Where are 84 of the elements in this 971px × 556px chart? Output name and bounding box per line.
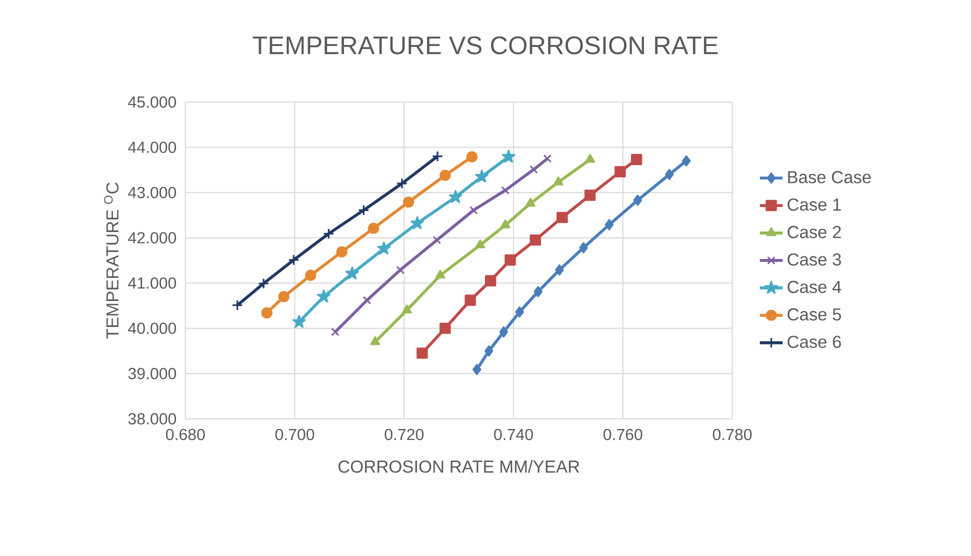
- point: [515, 306, 524, 318]
- point: [543, 154, 552, 163]
- point: [504, 254, 516, 266]
- point: [585, 154, 596, 163]
- point: [464, 294, 476, 306]
- legend-label: Case 6: [788, 336, 841, 348]
- point: [440, 322, 451, 334]
- legend-label: Case 4: [788, 280, 842, 293]
- point: [435, 270, 446, 278]
- point: [396, 266, 405, 274]
- point: [584, 190, 596, 201]
- y-axis-title: TEMPERATURE $^{O}$C: [104, 182, 119, 339]
- point: [345, 266, 359, 280]
- legend-label: Base Case: [788, 170, 871, 184]
- point: [530, 165, 538, 174]
- x-tick-label: 0.700: [275, 428, 314, 440]
- point: [432, 236, 442, 244]
- point: [630, 154, 642, 166]
- legend-label: Case 1: [788, 198, 841, 211]
- point: [502, 150, 516, 163]
- point: [402, 196, 414, 208]
- legend-label: Case 2: [788, 226, 841, 238]
- point: [682, 155, 691, 166]
- point: [410, 216, 424, 230]
- y-tick-label: 39.000: [128, 368, 176, 380]
- point: [475, 170, 489, 182]
- y-tick-label: 40.000: [128, 322, 176, 334]
- x-tick-label: 0.780: [712, 428, 752, 440]
- point: [501, 186, 510, 194]
- point: [432, 150, 444, 162]
- point: [336, 246, 348, 258]
- point: [534, 286, 543, 298]
- point: [323, 228, 334, 240]
- x-tick-label: 0.740: [494, 428, 533, 440]
- point: [555, 264, 564, 276]
- point: [261, 307, 272, 318]
- point: [475, 239, 486, 248]
- point: [331, 328, 340, 336]
- point: [370, 336, 380, 345]
- point: [288, 254, 300, 266]
- point: [530, 234, 541, 246]
- x-tick-label: 0.680: [166, 428, 205, 440]
- point: [579, 242, 588, 254]
- legend-label: Case 5: [788, 308, 841, 320]
- y-tick-label: 44.000: [128, 142, 176, 153]
- point: [500, 219, 510, 228]
- point: [469, 206, 478, 214]
- point: [292, 314, 306, 328]
- y-tick-label: 38.000: [128, 413, 176, 424]
- point: [368, 222, 380, 234]
- point: [484, 275, 496, 286]
- point: [232, 300, 243, 311]
- point: [526, 198, 536, 207]
- y-tick-label: 42.000: [128, 232, 176, 244]
- x-tick-label: 0.760: [603, 428, 642, 440]
- point: [466, 151, 478, 162]
- point: [416, 347, 428, 359]
- point: [402, 304, 412, 314]
- point: [604, 218, 614, 230]
- point: [484, 345, 494, 356]
- point: [278, 290, 290, 302]
- x-tick-label: 0.720: [384, 428, 424, 440]
- point: [377, 242, 391, 254]
- point: [472, 364, 482, 375]
- point: [614, 166, 626, 178]
- point: [499, 326, 508, 338]
- point: [440, 170, 451, 181]
- y-tick-label: 45.000: [128, 96, 176, 108]
- point: [317, 289, 330, 302]
- y-tick-label: 43.000: [128, 186, 176, 198]
- point: [396, 178, 408, 189]
- point: [305, 270, 316, 281]
- point: [362, 296, 372, 304]
- legend-label: Case 3: [788, 253, 841, 266]
- point: [553, 176, 564, 186]
- point: [633, 194, 642, 206]
- point: [556, 212, 568, 223]
- point: [448, 190, 462, 203]
- point: [258, 278, 270, 290]
- point: [358, 204, 370, 216]
- point: [664, 168, 674, 180]
- y-tick-label: 41.000: [128, 277, 176, 289]
- chart-title: TEMPERATURE VS CORROSION RATE: [252, 36, 718, 54]
- x-axis-title: CORROSION RATE MM/YEAR: [338, 460, 580, 473]
